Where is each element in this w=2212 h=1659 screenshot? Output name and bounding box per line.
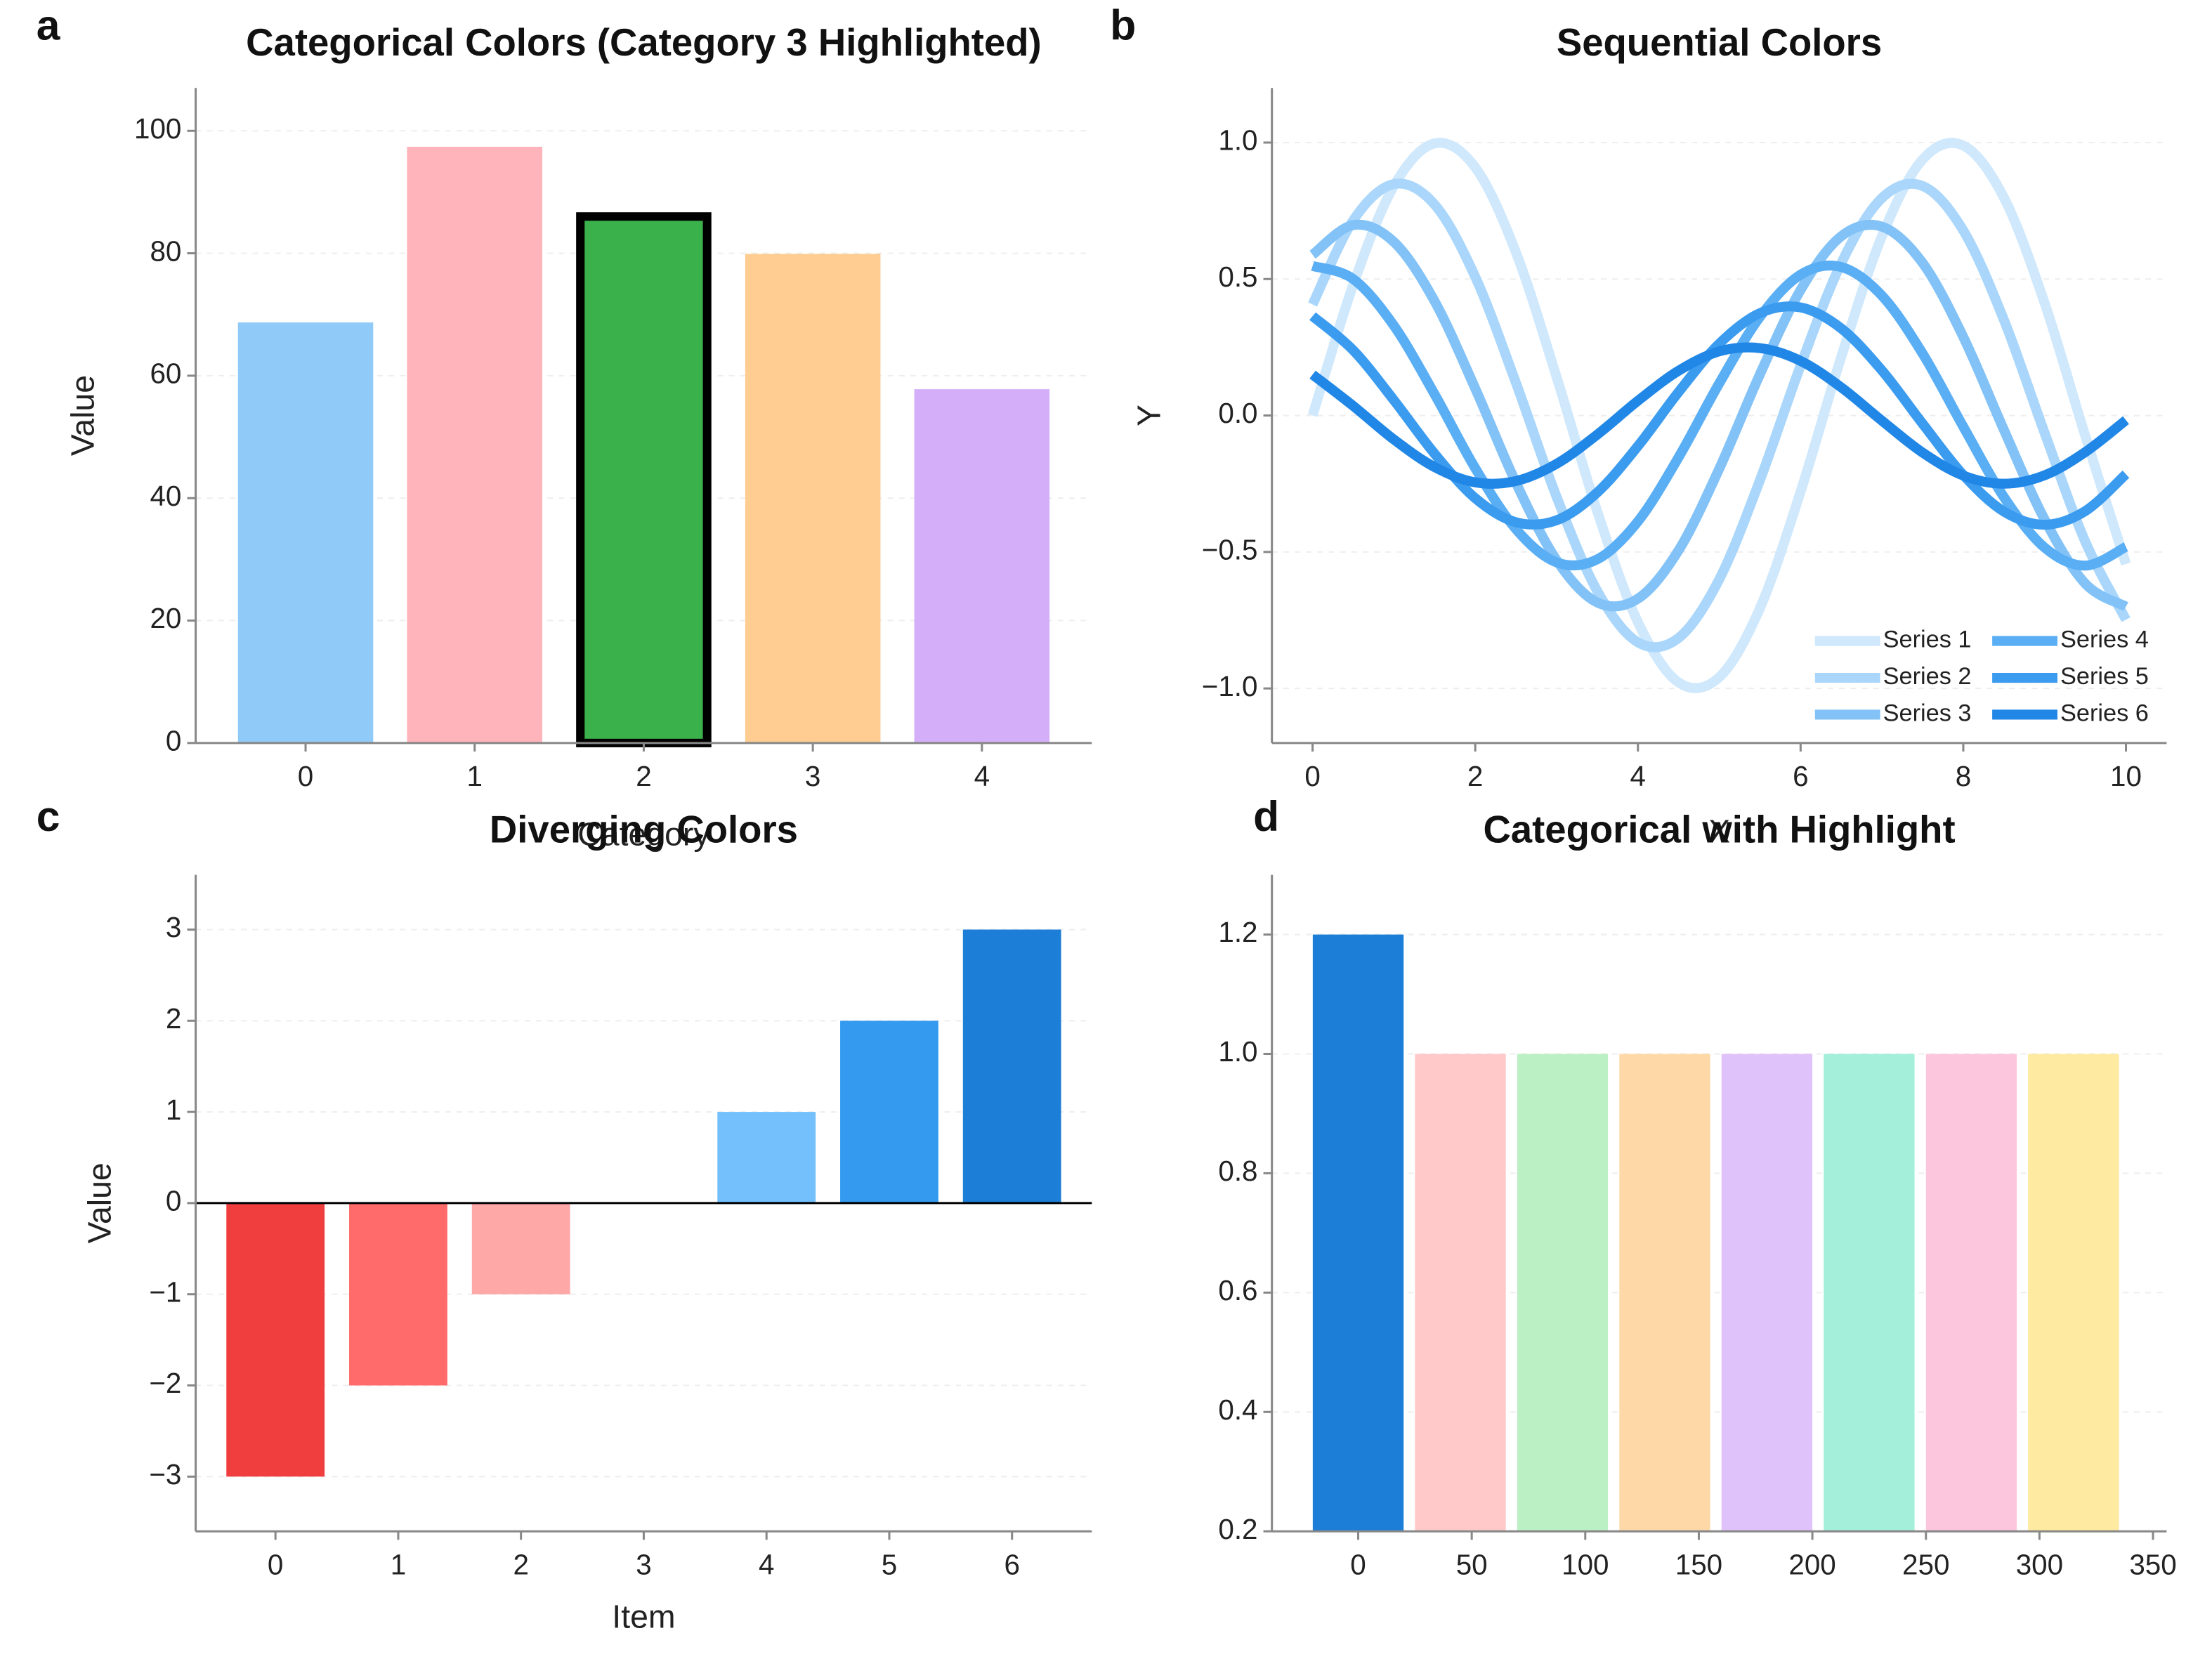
legend-label: Series 5	[2060, 663, 2149, 690]
legend-label: Series 3	[1883, 700, 1972, 727]
x-tick-label: 0	[298, 760, 313, 792]
bar	[237, 322, 374, 743]
panel-label: b	[1110, 1, 1136, 48]
y-tick-label: 0.8	[1218, 1155, 1257, 1187]
y-tick-label: 1.2	[1218, 916, 1257, 948]
y-tick-label: 1	[166, 1094, 181, 1126]
panel-label: d	[1253, 792, 1279, 840]
y-tick-label: −1.0	[1202, 670, 1258, 702]
y-axis-label: Y	[1130, 405, 1167, 426]
y-tick-label: 0.6	[1218, 1274, 1257, 1306]
chart-title: Categorical with Highlight	[1483, 808, 1955, 851]
y-tick-label: 0	[166, 725, 181, 757]
y-axis-label: Value	[81, 1162, 118, 1243]
x-tick-label: 0	[1304, 760, 1320, 792]
panel-label: c	[37, 792, 60, 840]
bar	[840, 1021, 938, 1203]
x-tick-label: 8	[1956, 760, 1971, 792]
x-tick-label: 6	[1793, 760, 1808, 792]
y-tick-label: 80	[150, 235, 181, 267]
y-tick-label: 1.0	[1218, 124, 1257, 157]
x-tick-label: 2	[636, 760, 651, 792]
x-tick-label: 3	[636, 1548, 651, 1580]
x-tick-label: 5	[882, 1548, 897, 1580]
bar	[745, 254, 881, 743]
series-line	[1309, 219, 2128, 612]
y-axis-label: Value	[64, 375, 100, 456]
legend-label: Series 2	[1883, 663, 1972, 690]
x-tick-label: 10	[2110, 760, 2142, 792]
y-tick-label: −2	[149, 1367, 181, 1399]
y-tick-label: 100	[134, 112, 181, 145]
x-axis-label: X	[1708, 813, 1730, 849]
series-line	[1307, 138, 2131, 693]
legend-label: Series 1	[1883, 627, 1972, 653]
chart-title: Sequential Colors	[1557, 21, 1882, 64]
x-tick-label: 2	[513, 1548, 528, 1580]
y-tick-label: 60	[150, 358, 181, 390]
y-tick-label: 40	[150, 480, 181, 512]
y-tick-label: 0.0	[1218, 397, 1257, 429]
bar	[576, 212, 712, 747]
bar	[226, 1202, 325, 1477]
bar	[717, 1112, 816, 1203]
x-tick-label: 50	[1456, 1548, 1488, 1580]
x-tick-label: 1	[467, 760, 483, 792]
bar	[1312, 934, 1404, 1532]
x-tick-label: 0	[1350, 1548, 1366, 1580]
chart-title: Diverging Colors	[490, 808, 798, 851]
y-tick-label: 0	[166, 1185, 181, 1217]
bar	[1824, 1054, 1915, 1532]
panel-label: a	[37, 1, 61, 48]
y-tick-label: −3	[149, 1458, 181, 1490]
bar	[349, 1202, 447, 1386]
y-tick-label: 20	[150, 602, 181, 634]
bar	[1517, 1054, 1609, 1532]
bar	[914, 389, 1050, 743]
x-tick-label: 4	[1630, 760, 1646, 792]
series-line	[1308, 178, 2131, 653]
series-line	[1311, 261, 2128, 571]
bar	[1925, 1054, 2017, 1532]
bar	[1619, 1054, 1710, 1532]
y-tick-label: 0.5	[1218, 261, 1257, 293]
bar	[962, 929, 1061, 1203]
x-tick-label: 250	[1902, 1548, 1949, 1580]
y-tick-label: 2	[166, 1002, 181, 1035]
y-tick-label: −0.5	[1202, 534, 1258, 566]
x-tick-label: 0	[268, 1548, 283, 1580]
bar	[471, 1202, 570, 1294]
x-tick-label: 200	[1788, 1548, 1835, 1580]
x-tick-label: 6	[1004, 1548, 1019, 1580]
bar	[407, 146, 543, 743]
y-tick-label: 3	[166, 911, 181, 943]
x-tick-label: 150	[1675, 1548, 1722, 1580]
y-tick-label: −1	[149, 1276, 181, 1308]
bar	[2028, 1054, 2119, 1532]
x-tick-label: 100	[1562, 1548, 1609, 1580]
x-axis-label: Category	[577, 815, 710, 852]
legend-label: Series 4	[2060, 627, 2149, 653]
bar	[1415, 1054, 1506, 1532]
x-tick-label: 3	[805, 760, 820, 792]
x-tick-label: 1	[391, 1548, 406, 1580]
x-tick-label: 2	[1467, 760, 1483, 792]
series-line	[1309, 342, 2129, 489]
legend-label: Series 6	[2060, 700, 2149, 727]
x-tick-label: 4	[974, 760, 990, 792]
y-tick-label: 1.0	[1218, 1035, 1257, 1068]
bar	[1721, 1054, 1813, 1532]
x-tick-label: 300	[2016, 1548, 2063, 1580]
x-tick-label: 4	[759, 1548, 774, 1580]
x-tick-label: 350	[2129, 1548, 2176, 1580]
y-tick-label: 0.4	[1218, 1394, 1257, 1426]
y-tick-label: 0.2	[1218, 1513, 1257, 1545]
x-axis-label: Item	[612, 1599, 675, 1635]
chart-title: Categorical Colors (Category 3 Highlight…	[246, 21, 1042, 64]
